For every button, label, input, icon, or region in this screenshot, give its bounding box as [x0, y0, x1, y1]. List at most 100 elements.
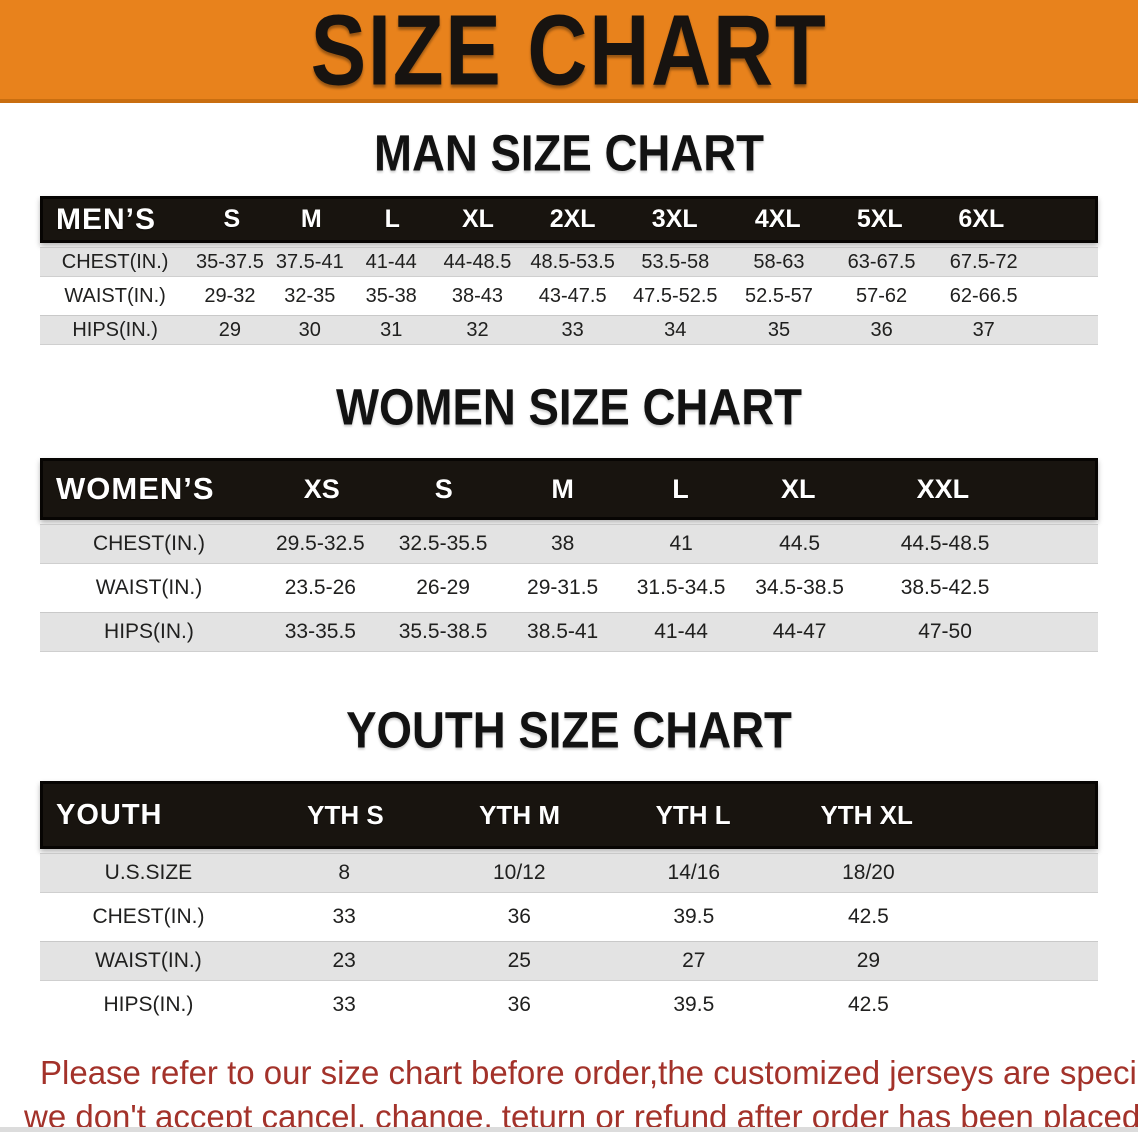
column-header: XL	[781, 473, 816, 504]
table-cell: 36	[870, 318, 893, 341]
column-header: 4XL	[754, 205, 801, 233]
table-cell: 30	[298, 318, 321, 341]
table-cell: 44.5	[779, 532, 821, 555]
table-cell: 27	[682, 949, 706, 972]
table-cell: 41-44	[365, 250, 417, 273]
table-cell: 29-32	[204, 284, 256, 307]
column-header: L	[672, 473, 689, 504]
row-label: WAIST(IN.)	[64, 284, 166, 307]
table-cell: 26-29	[416, 576, 470, 599]
row-label: WAIST(IN.)	[95, 576, 203, 599]
men-size-table: MEN’S S M L XL 2XL 3XL 4XL 5XL 6XL CHEST(IN.) 35-37…	[40, 196, 1098, 345]
column-header: 3XL	[651, 205, 698, 233]
table-cell: 53.5-58	[641, 250, 710, 273]
table-cell: 36	[507, 905, 531, 928]
footer-line-1: Please refer to our size chart before or…	[40, 1054, 1138, 1091]
table-cell: 23.5-26	[284, 576, 356, 599]
column-header: XL	[461, 205, 494, 233]
women-size-table: WOMEN’S XS S M L XL XXL CHEST(IN.) 29.5-32.5 32.5…	[40, 458, 1098, 652]
row-label: WAIST(IN.)	[95, 949, 202, 972]
table-cell: 38	[550, 532, 575, 555]
table-cell: 33	[561, 318, 584, 341]
column-header: 6XL	[958, 205, 1005, 233]
table-cell: 38.5-42.5	[900, 576, 990, 599]
women-section-heading: WOMEN SIZE CHART	[335, 377, 802, 436]
table-cell: 67.5-72	[949, 250, 1018, 273]
row-label: CHEST(IN.)	[61, 250, 169, 273]
table-cell: 33-35.5	[284, 620, 356, 643]
table-cell: 10/12	[492, 861, 546, 884]
table-cell: 58-63	[753, 250, 805, 273]
table-row: WAIST(IN.) 29-32 32-35 35-38 38-43 43-47.5 47.…	[40, 281, 1098, 311]
row-label: CHEST(IN.)	[92, 905, 205, 928]
table-header-label: YOUTH	[56, 798, 163, 831]
table-cell: 57-62	[856, 284, 908, 307]
column-header: YTH S	[307, 799, 384, 830]
table-cell: 48.5-53.5	[530, 250, 615, 273]
table-header-row: WOMEN’S XS S M L XL XXL	[40, 458, 1098, 520]
table-cell: 32	[466, 318, 489, 341]
men-section-heading: MAN SIZE CHART	[373, 123, 765, 182]
table-cell: 34	[664, 318, 687, 341]
table-row: HIPS(IN.) 33 36 39.5 42.5	[40, 985, 1098, 1025]
table-cell: 42.5	[847, 993, 889, 1016]
table-cell: 36	[507, 993, 531, 1016]
table-cell: 29	[856, 949, 881, 972]
men-section: MAN SIZE CHART MEN’S S M L XL 2XL 3XL 4XL 5XL 6XL…	[0, 123, 1138, 345]
table-cell: 33	[332, 993, 356, 1016]
table-cell: 41	[669, 532, 693, 555]
table-cell: 34.5-38.5	[755, 576, 844, 599]
row-label: U.S.SIZE	[104, 861, 193, 884]
table-cell: 31.5-34.5	[636, 576, 726, 599]
table-row: CHEST(IN.) 29.5-32.5 32.5-35.5 38 41 44.5 44.5…	[40, 524, 1098, 564]
table-cell: 43-47.5	[538, 284, 607, 307]
row-label: HIPS(IN.)	[104, 620, 194, 643]
table-cell: 32-35	[284, 284, 336, 307]
table-row: HIPS(IN.) 33-35.5 35.5-38.5 38.5-41 41-44 44-…	[40, 612, 1098, 652]
table-cell: 63-67.5	[847, 250, 916, 273]
table-cell: 8	[338, 861, 350, 884]
table-cell: 25	[507, 949, 531, 972]
footer-note: Please refer to our size chart before or…	[0, 1051, 1138, 1132]
table-cell: 37.5-41	[275, 250, 344, 273]
row-label: HIPS(IN.)	[72, 318, 158, 341]
column-header: XXL	[916, 473, 970, 504]
column-header: M	[300, 205, 322, 233]
table-cell: 42.5	[847, 905, 889, 928]
column-header: XS	[303, 473, 340, 504]
table-row: CHEST(IN.) 33 36 39.5 42.5	[40, 897, 1098, 937]
table-cell: 47-50	[918, 620, 972, 643]
column-header: L	[384, 205, 400, 233]
table-cell: 38-43	[451, 284, 504, 307]
table-row: WAIST(IN.) 23.5-26 26-29 29-31.5 31.5-34.5 34…	[40, 568, 1098, 608]
column-header: S	[434, 473, 453, 504]
column-header: S	[223, 205, 241, 233]
column-header: YTH XL	[820, 799, 913, 830]
bottom-edge-strip	[0, 1127, 1138, 1132]
table-row: CHEST(IN.) 35-37.5 37.5-41 41-44 44-48.5 48.5…	[40, 247, 1098, 277]
column-header: YTH M	[479, 799, 560, 830]
table-header-row: YOUTH YTH S YTH M YTH L YTH XL	[40, 781, 1098, 849]
table-cell: 47.5-52.5	[633, 284, 718, 307]
table-cell: 62-66.5	[949, 284, 1018, 307]
women-section: WOMEN SIZE CHART WOMEN’S XS S M L XL XXL CHEST(…	[0, 377, 1138, 652]
table-cell: 14/16	[667, 861, 721, 884]
table-cell: 44-47	[772, 620, 827, 643]
row-label: HIPS(IN.)	[103, 993, 194, 1016]
table-cell: 29.5-32.5	[275, 532, 365, 555]
table-row: HIPS(IN.) 29 30 31 32 33 34 35 36 37	[40, 315, 1098, 345]
page-title: SIZE CHART	[310, 0, 828, 106]
table-cell: 41-44	[654, 620, 708, 643]
column-header: 2XL	[549, 205, 596, 233]
table-cell: 35.5-38.5	[398, 620, 488, 643]
footer-line-2: we don't accept cancel, change, teturn o…	[24, 1097, 1138, 1132]
table-cell: 52.5-57	[745, 284, 813, 307]
table-cell: 44.5-48.5	[900, 532, 990, 555]
table-row: WAIST(IN.) 23 25 27 29	[40, 941, 1098, 981]
table-cell: 18/20	[842, 861, 895, 884]
table-cell: 32.5-35.5	[398, 532, 488, 555]
table-cell: 23	[332, 949, 356, 972]
table-cell: 31	[380, 318, 403, 341]
table-cell: 39.5	[673, 993, 715, 1016]
